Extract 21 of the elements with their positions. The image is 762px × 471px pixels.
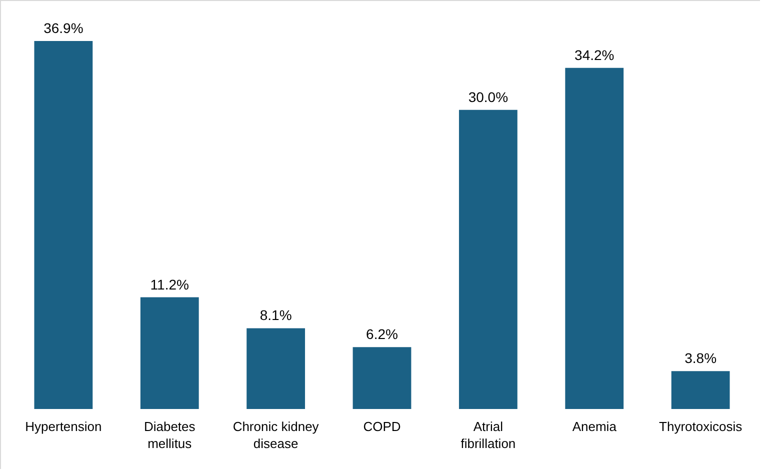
x-tick-label: Hypertension [25,419,102,434]
data-label: 6.2% [366,326,398,342]
bar [246,328,306,409]
data-label: 30.0% [468,88,508,105]
x-tick-label: COPD [363,419,401,434]
x-tick-label: Chronic kidney disease [232,419,320,451]
bar [140,297,199,409]
x-tick-label: Thyrotoxicosis [659,419,743,434]
x-tick-label: Diabetes mellitus [144,419,196,451]
x-tick-label: Atrial fibrillation [460,419,516,451]
x-tick-label: Anemia [572,419,618,434]
data-label: 11.2% [150,276,189,292]
data-label: 34.2% [574,46,614,63]
data-label: 8.1% [260,307,292,324]
bar [565,68,624,409]
data-label: 3.8% [684,350,717,366]
data-label: 36.9% [44,20,84,36]
bar [34,41,93,409]
bar [458,110,518,409]
bar [352,347,412,409]
bar [671,371,730,409]
